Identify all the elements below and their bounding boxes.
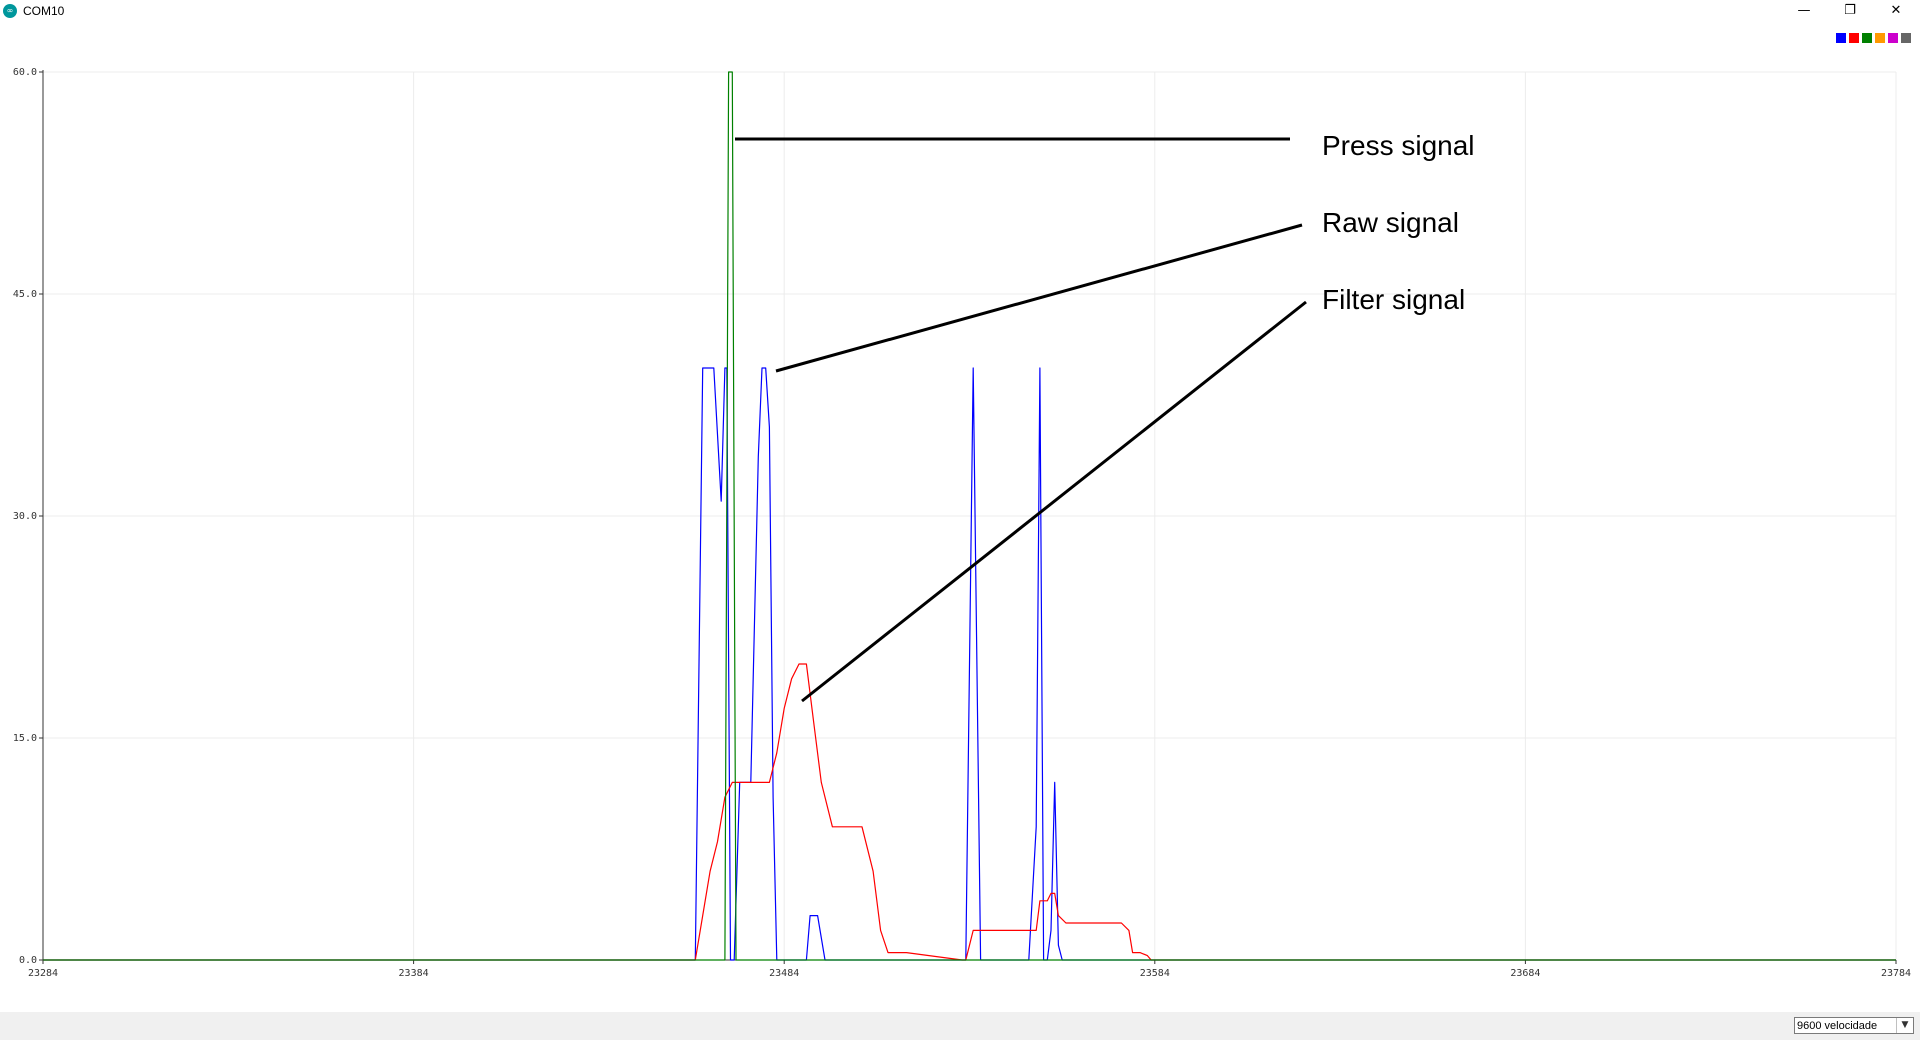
y-tick-label: 30.0 — [13, 511, 37, 522]
legend-swatch — [1901, 33, 1911, 43]
legend-swatch — [1888, 33, 1898, 43]
y-tick-label: 0.0 — [19, 955, 37, 966]
baud-rate-select[interactable]: 9600 velocidade ▼ — [1794, 1017, 1914, 1034]
bottom-bar: 9600 velocidade ▼ — [0, 1012, 1920, 1040]
series-line-0 — [43, 367, 1896, 961]
arduino-icon: ∞ — [3, 4, 17, 18]
axes: 23284 23384 23484 23584 23684 23784 0.0 15.0 30.… — [13, 67, 1911, 979]
annotation-label: Press signal — [1322, 130, 1475, 161]
x-tick-label: 23784 — [1881, 968, 1911, 979]
plot-area: 23284 23384 23484 23584 23684 23784 0.0 15.0 30.… — [13, 67, 1911, 979]
x-tick-label: 23484 — [769, 968, 799, 979]
annotation-leader-line — [801, 300, 1307, 703]
series-line-2 — [43, 71, 1896, 961]
x-tick-label: 23684 — [1510, 968, 1540, 979]
grid — [42, 71, 1897, 961]
chevron-down-icon[interactable]: ▼ — [1896, 1018, 1913, 1033]
series-line-1 — [43, 663, 1896, 961]
x-tick-label: 23584 — [1140, 968, 1170, 979]
y-tick-label: 15.0 — [13, 733, 37, 744]
baud-rate-value: 9600 velocidade — [1797, 1020, 1878, 1032]
close-button[interactable]: ✕ — [1890, 3, 1902, 18]
legend-swatch — [1836, 33, 1846, 43]
annotation-label: Filter signal — [1322, 284, 1465, 315]
x-tick-label: 23384 — [399, 968, 429, 979]
legend-swatch — [1862, 33, 1872, 43]
title-bar[interactable]: ∞ COM10 — ❐ ✕ — [0, 0, 1920, 22]
series — [43, 71, 1896, 961]
annotation-label: Raw signal — [1322, 207, 1459, 238]
minimize-button[interactable]: — — [1797, 3, 1811, 18]
annotation-leader-line — [775, 223, 1303, 373]
annotations: Press signal Raw signal Filter signal — [735, 130, 1475, 703]
y-tick-label: 60.0 — [13, 67, 37, 78]
restore-button[interactable]: ❐ — [1844, 3, 1856, 18]
window-title: COM10 — [23, 4, 65, 18]
x-tick-label: 23284 — [28, 968, 58, 979]
legend-swatch — [1849, 33, 1859, 43]
legend — [1836, 33, 1914, 43]
y-tick-label: 45.0 — [13, 289, 37, 300]
legend-swatch — [1875, 33, 1885, 43]
